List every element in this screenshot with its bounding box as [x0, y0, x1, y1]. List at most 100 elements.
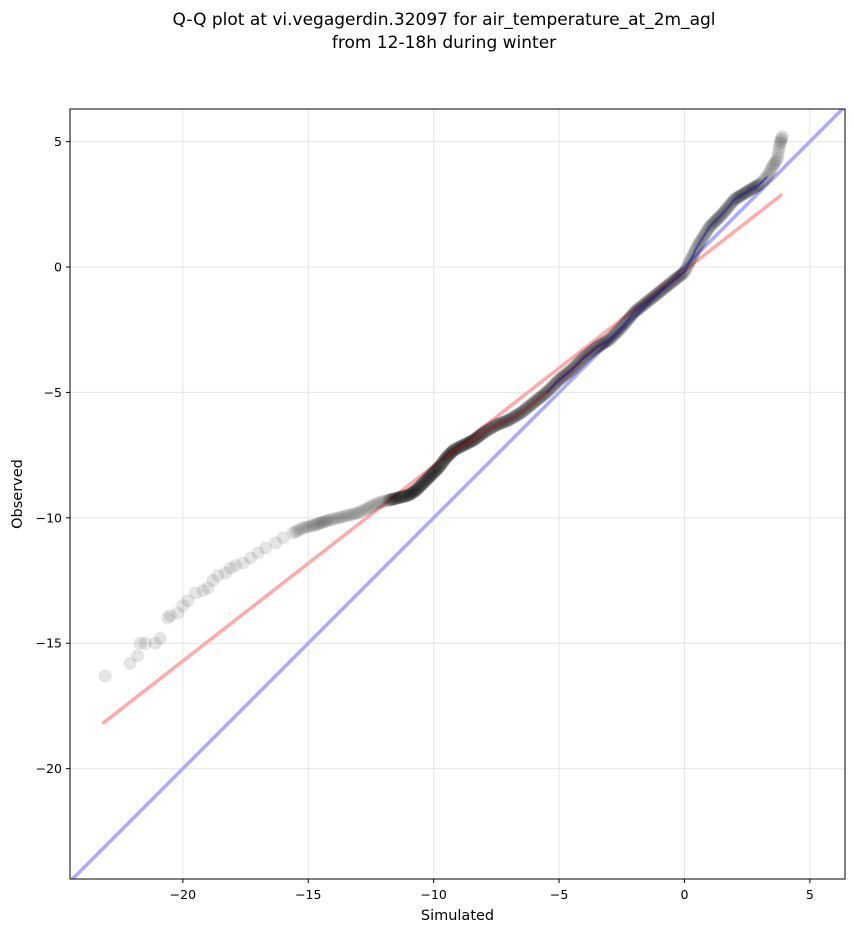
- data-point: [435, 456, 449, 470]
- data-point: [339, 509, 353, 523]
- data-point: [773, 137, 787, 151]
- data-point: [359, 502, 373, 516]
- data-point: [430, 462, 444, 476]
- data-point: [421, 471, 435, 485]
- data-point: [433, 459, 447, 473]
- data-point: [224, 561, 238, 575]
- data-point: [236, 556, 250, 570]
- data-point: [324, 513, 338, 527]
- y-tick-label: 0: [54, 260, 62, 275]
- data-point: [773, 135, 787, 149]
- data-point: [404, 487, 418, 501]
- data-point: [344, 508, 358, 522]
- data-point: [395, 490, 409, 504]
- data-point: [304, 519, 318, 533]
- data-point: [412, 480, 426, 494]
- data-point: [425, 467, 439, 481]
- y-tick-label: −20: [36, 761, 62, 776]
- data-point: [289, 525, 303, 539]
- data-point: [319, 514, 333, 528]
- data-point: [403, 487, 417, 501]
- chart-title-line-1: Q-Q plot at vi.vegagerdin.32097 for air_…: [172, 10, 715, 30]
- data-point: [405, 486, 419, 500]
- data-point: [414, 479, 428, 493]
- data-point: [382, 493, 396, 507]
- data-point: [397, 490, 411, 504]
- data-point: [431, 461, 445, 475]
- data-point: [763, 165, 777, 179]
- data-point: [408, 484, 422, 498]
- data-point: [206, 574, 220, 588]
- data-point: [432, 461, 446, 475]
- data-point: [331, 511, 345, 525]
- data-point: [424, 469, 438, 483]
- data-point: [383, 493, 397, 507]
- data-point: [416, 476, 430, 490]
- data-point: [306, 518, 320, 532]
- data-point: [294, 522, 308, 536]
- data-point: [188, 586, 202, 600]
- data-point: [138, 636, 152, 650]
- data-point: [429, 464, 443, 478]
- data-point: [269, 536, 283, 550]
- data-point: [153, 631, 167, 645]
- data-point: [387, 492, 401, 506]
- data-point: [364, 500, 378, 514]
- data-point: [770, 152, 784, 166]
- data-point: [419, 473, 433, 487]
- data-point: [171, 606, 185, 620]
- data-point: [334, 510, 348, 524]
- overlay-blue-segment: [545, 176, 768, 394]
- data-point: [369, 497, 383, 511]
- data-point: [397, 489, 411, 503]
- data-point: [316, 515, 330, 529]
- data-point: [349, 506, 363, 520]
- data-point: [417, 475, 431, 489]
- data-point: [407, 484, 421, 498]
- data-point: [229, 558, 243, 572]
- data-point: [772, 141, 786, 155]
- data-point: [296, 521, 310, 535]
- data-point: [392, 491, 406, 505]
- data-point: [276, 531, 290, 545]
- data-point: [318, 515, 332, 529]
- data-point: [123, 656, 137, 670]
- data-points: [98, 130, 789, 683]
- x-tick-label: −20: [170, 887, 196, 902]
- data-point: [403, 487, 417, 501]
- data-point: [410, 482, 424, 496]
- data-point: [181, 594, 195, 608]
- data-point: [764, 162, 778, 176]
- data-point: [385, 492, 399, 506]
- data-point: [384, 493, 398, 507]
- data-point: [382, 493, 396, 507]
- data-point: [425, 468, 439, 482]
- data-point: [415, 478, 429, 492]
- data-point: [434, 457, 448, 471]
- data-point: [417, 476, 431, 490]
- data-point: [314, 516, 328, 530]
- data-point: [407, 485, 421, 499]
- identity-line: [70, 109, 845, 879]
- data-point: [772, 145, 786, 159]
- y-tick-label: −15: [36, 636, 62, 651]
- data-point: [299, 520, 313, 534]
- data-point: [396, 490, 410, 504]
- data-point: [394, 490, 408, 504]
- data-point: [354, 505, 368, 519]
- data-point: [419, 474, 433, 488]
- y-tick-label: 5: [54, 134, 62, 149]
- x-tick-label: −15: [295, 887, 321, 902]
- data-point: [388, 492, 402, 506]
- data-point: [414, 478, 428, 492]
- data-point: [411, 481, 425, 495]
- data-point: [427, 465, 441, 479]
- data-point: [371, 496, 385, 510]
- data-point: [251, 546, 265, 560]
- data-point: [408, 484, 422, 498]
- data-point: [244, 551, 258, 565]
- data-point: [329, 511, 343, 525]
- x-axis-label: Simulated: [421, 908, 494, 924]
- data-point: [400, 489, 414, 503]
